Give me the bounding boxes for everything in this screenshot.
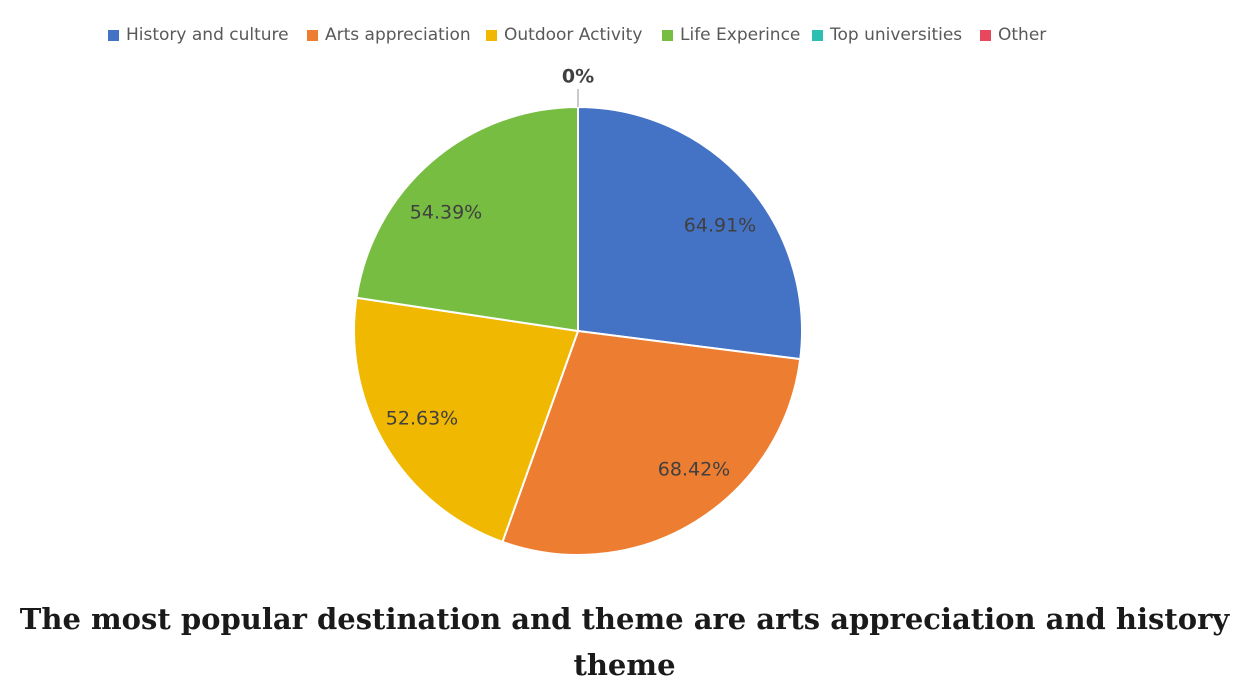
zero-data-label: 0%	[562, 66, 594, 88]
legend-label: Top universities	[830, 25, 963, 45]
legend-swatch	[980, 29, 991, 41]
legend-swatch	[662, 29, 673, 41]
chart-caption: The most popular destination and theme a…	[19, 602, 1230, 682]
legend-swatch	[812, 29, 823, 41]
legend-item: Top universities	[812, 22, 962, 48]
legend-item: Outdoor Activity	[486, 22, 642, 48]
pie-chart: History and culture Arts appreciation Outd…	[0, 22, 1249, 556]
legend-label: History and culture	[126, 25, 289, 45]
legend-label: Outdoor Activity	[504, 25, 643, 45]
legend-item: Life Experince	[662, 22, 800, 48]
legend-item: History and culture	[108, 22, 289, 48]
legend-label: Life Experince	[680, 25, 801, 45]
slice-data-label: 54.39%	[410, 202, 482, 224]
legend-swatch	[108, 29, 119, 41]
pie-slice	[355, 105, 579, 333]
pie-slice	[577, 105, 803, 361]
legend-item: Other	[980, 22, 1046, 48]
pie-slice	[501, 329, 802, 556]
slice-data-label: 68.42%	[658, 459, 730, 481]
slice-data-label: 64.91%	[684, 215, 756, 237]
legend-label: Other	[998, 25, 1047, 45]
slice-data-label: 52.63%	[386, 408, 458, 430]
legend-item: Arts appreciation	[307, 22, 471, 48]
chart-legend: History and culture Arts appreciation Outd…	[0, 22, 1249, 48]
legend-swatch	[486, 29, 497, 41]
legend-label: Arts appreciation	[325, 25, 471, 45]
pie-slice	[353, 296, 580, 544]
pie-svg: 64.91% 68.42% 52.63% 54.39% 0%	[353, 66, 803, 556]
legend-swatch	[307, 29, 318, 41]
